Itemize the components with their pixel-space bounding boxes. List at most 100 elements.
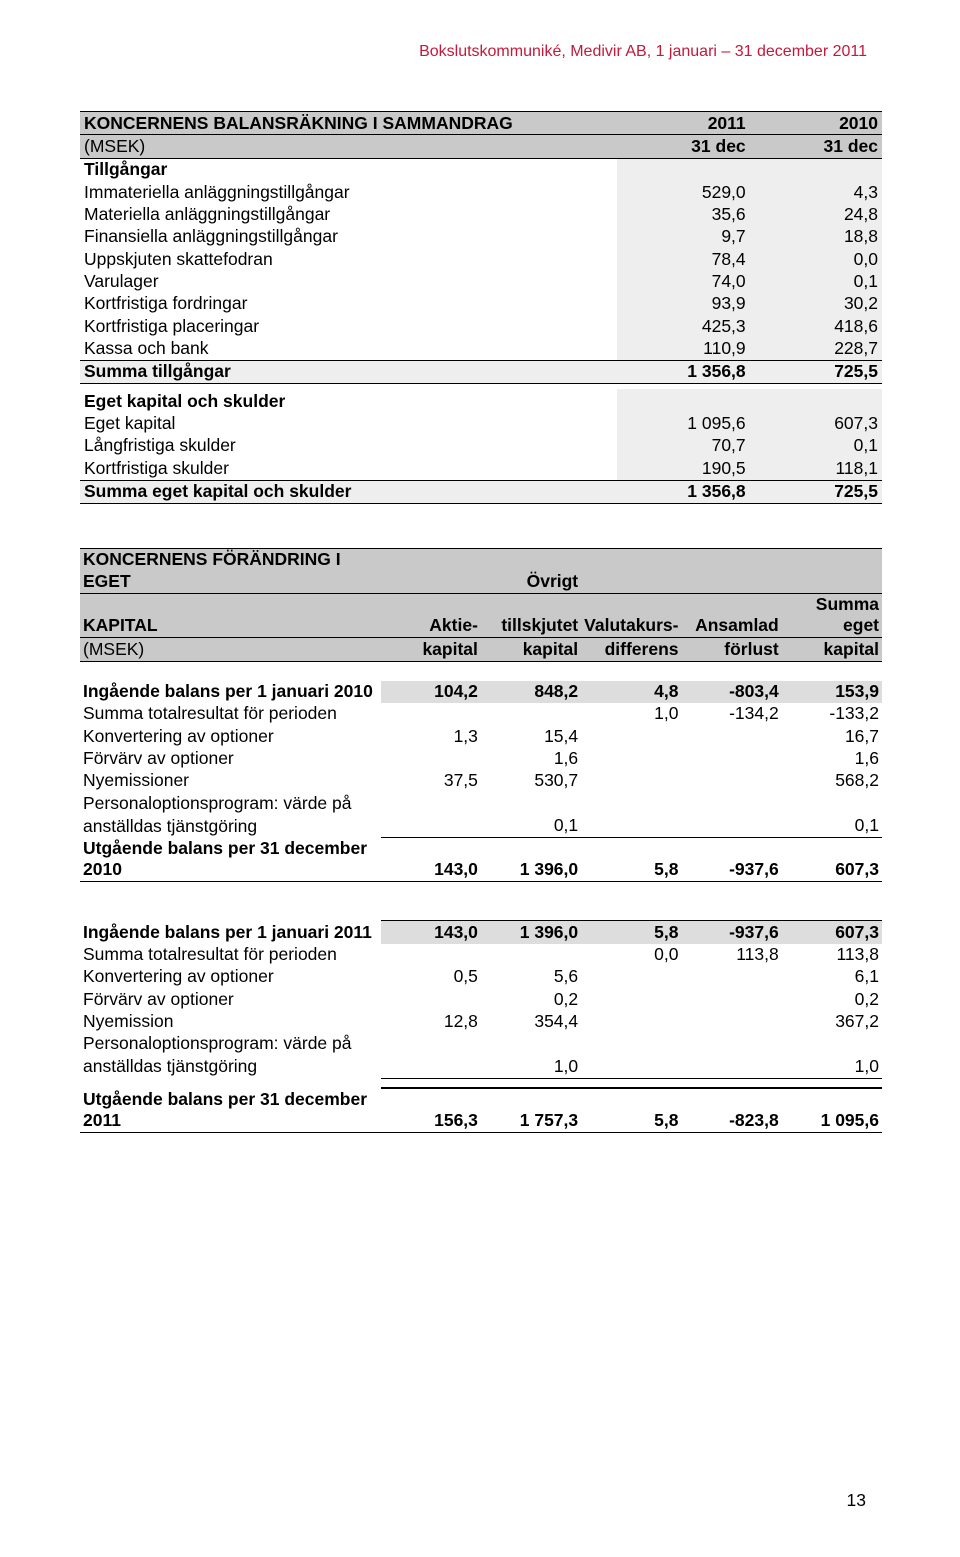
cell bbox=[682, 748, 782, 770]
cell: 5,8 bbox=[581, 921, 681, 944]
cell: 1 095,6 bbox=[782, 1088, 882, 1132]
cell bbox=[581, 815, 681, 838]
cell: -823,8 bbox=[682, 1088, 782, 1132]
cell: 0,5 bbox=[381, 966, 481, 988]
cell: 425,3 bbox=[617, 315, 749, 337]
eq-h4-2: Ansamlad bbox=[682, 593, 782, 638]
bal-sum-assets-a: 1 356,8 bbox=[617, 360, 749, 383]
cell: 12,8 bbox=[381, 1011, 481, 1033]
cell: 18,8 bbox=[750, 226, 882, 248]
table-row-label: Förvärv av optioner bbox=[80, 748, 381, 770]
bal-section-assets: Tillgångar bbox=[80, 158, 617, 181]
table-row-label: Nyemissioner bbox=[80, 770, 381, 792]
p2-multi-1: Personaloptionsprogram: värde på bbox=[80, 1033, 381, 1055]
table-row-label: Konvertering av optioner bbox=[80, 725, 381, 747]
cell: 367,2 bbox=[782, 1011, 882, 1033]
cell: 1,0 bbox=[581, 703, 681, 725]
table-row-label: Kortfristiga fordringar bbox=[80, 293, 617, 315]
cell bbox=[581, 966, 681, 988]
bal-sum-assets-b: 725,5 bbox=[750, 360, 882, 383]
cell: 153,9 bbox=[782, 681, 882, 703]
table-row-label: Nyemission bbox=[80, 1011, 381, 1033]
cell bbox=[581, 1055, 681, 1078]
cell: 35,6 bbox=[617, 203, 749, 225]
eq-h5-3: kapital bbox=[782, 638, 882, 661]
bal-sub-2: 31 dec bbox=[750, 135, 882, 158]
p1-multi-1: Personaloptionsprogram: värde på bbox=[80, 792, 381, 814]
page-number: 13 bbox=[847, 1490, 866, 1511]
p1-multi-2: anställdas tjänstgöring bbox=[80, 815, 381, 838]
cell: 5,8 bbox=[581, 1088, 681, 1132]
cell: 118,1 bbox=[750, 457, 882, 480]
eq-h1-3: kapital bbox=[381, 638, 481, 661]
cell: 78,4 bbox=[617, 248, 749, 270]
cell: 70,7 bbox=[617, 435, 749, 457]
table-row-label: Varulager bbox=[80, 270, 617, 292]
table-row-label: Kassa och bank bbox=[80, 337, 617, 360]
cell: 354,4 bbox=[481, 1011, 581, 1033]
eq-h3-2: Valutakurs- bbox=[581, 593, 681, 638]
table-row-label: Summa totalresultat för perioden bbox=[80, 944, 381, 966]
cell bbox=[381, 944, 481, 966]
cell bbox=[481, 944, 581, 966]
cell: 530,7 bbox=[481, 770, 581, 792]
cell: 1,3 bbox=[381, 725, 481, 747]
bal-sum-equity-label: Summa eget kapital och skulder bbox=[80, 480, 617, 503]
cell bbox=[381, 748, 481, 770]
cell: 1,0 bbox=[782, 1055, 882, 1078]
bal-section-equity: Eget kapital och skulder bbox=[80, 390, 617, 412]
cell: 1,6 bbox=[481, 748, 581, 770]
cell: 0,1 bbox=[782, 815, 882, 838]
table-row-label: Uppskjuten skattefodran bbox=[80, 248, 617, 270]
cell bbox=[581, 770, 681, 792]
cell: 6,1 bbox=[782, 966, 882, 988]
cell: 4,3 bbox=[750, 181, 882, 203]
cell: 0,0 bbox=[750, 248, 882, 270]
table-row-label: Förvärv av optioner bbox=[80, 988, 381, 1010]
equity-table: KONCERNENS FÖRÄNDRING I EGET Övrigt KAPI… bbox=[80, 548, 882, 1133]
eq-h2-1: Övrigt bbox=[481, 548, 581, 593]
p2-in-label: Ingående balans per 1 januari 2011 bbox=[80, 921, 381, 944]
cell bbox=[682, 1011, 782, 1033]
table-row-label: Kortfristiga skulder bbox=[80, 457, 617, 480]
cell bbox=[682, 725, 782, 747]
cell: 1 396,0 bbox=[481, 921, 581, 944]
eq-h5-2: Summa eget bbox=[782, 593, 882, 638]
cell: -937,6 bbox=[682, 837, 782, 881]
cell: 93,9 bbox=[617, 293, 749, 315]
cell: 143,0 bbox=[381, 837, 481, 881]
cell: 1 095,6 bbox=[617, 412, 749, 434]
cell: 529,0 bbox=[617, 181, 749, 203]
eq-unit: (MSEK) bbox=[80, 638, 381, 661]
cell: 9,7 bbox=[617, 226, 749, 248]
table-row-label: Eget kapital bbox=[80, 412, 617, 434]
cell bbox=[682, 988, 782, 1010]
eq-h2-2: tillskjutet bbox=[481, 593, 581, 638]
cell: 37,5 bbox=[381, 770, 481, 792]
bal-sum-equity-b: 725,5 bbox=[750, 480, 882, 503]
table-row-label: Finansiella anläggningstillgångar bbox=[80, 226, 617, 248]
cell: 1,0 bbox=[481, 1055, 581, 1078]
cell: 16,7 bbox=[782, 725, 882, 747]
cell bbox=[481, 703, 581, 725]
bal-title: KONCERNENS BALANSRÄKNING I SAMMANDRAG bbox=[80, 112, 617, 135]
cell bbox=[381, 703, 481, 725]
cell: 607,3 bbox=[782, 921, 882, 944]
cell bbox=[682, 770, 782, 792]
eq-h3-3: differens bbox=[581, 638, 681, 661]
cell: 104,2 bbox=[381, 681, 481, 703]
bal-sum-assets-label: Summa tillgångar bbox=[80, 360, 617, 383]
cell bbox=[682, 1055, 782, 1078]
table-row-label: Summa totalresultat för perioden bbox=[80, 703, 381, 725]
table-row-label: Konvertering av optioner bbox=[80, 966, 381, 988]
cell: -133,2 bbox=[782, 703, 882, 725]
cell: 74,0 bbox=[617, 270, 749, 292]
bal-sum-equity-a: 1 356,8 bbox=[617, 480, 749, 503]
cell: 15,4 bbox=[481, 725, 581, 747]
cell: 607,3 bbox=[750, 412, 882, 434]
p2-out-label: Utgående balans per 31 december 2011 bbox=[80, 1088, 381, 1132]
p1-in-label: Ingående balans per 1 januari 2010 bbox=[80, 681, 381, 703]
cell: 113,8 bbox=[682, 944, 782, 966]
cell: 418,6 bbox=[750, 315, 882, 337]
p2-multi-2: anställdas tjänstgöring bbox=[80, 1055, 381, 1078]
